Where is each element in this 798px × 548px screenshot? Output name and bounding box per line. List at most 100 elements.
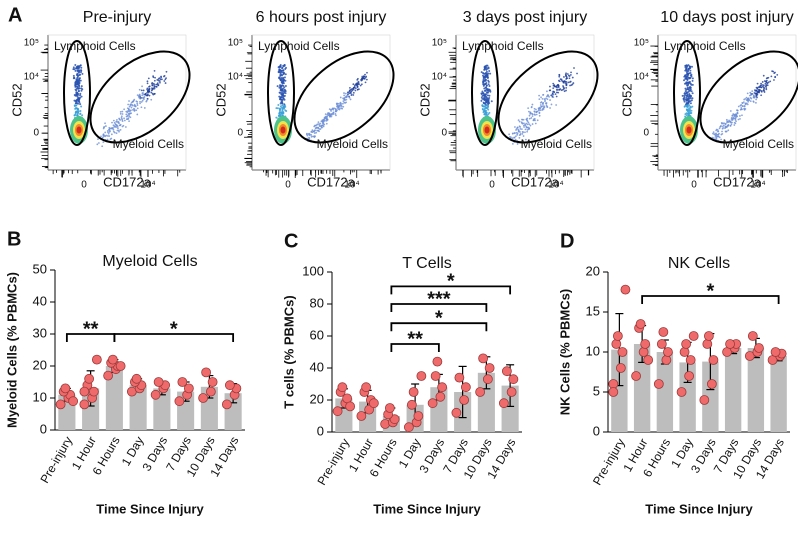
flow-event	[682, 98, 685, 101]
flow-plot: 3 days post injury Lymphoid Cells Myeloid …	[417, 9, 599, 191]
flow-event	[72, 74, 75, 77]
flow-event	[112, 119, 115, 122]
data-point	[679, 347, 690, 357]
flow-event	[279, 64, 282, 67]
flow-event	[483, 79, 486, 82]
myeloid-gate	[89, 50, 191, 144]
y-tick-label: 10⁴	[228, 72, 243, 83]
flow-event	[725, 126, 728, 129]
data-point	[638, 347, 649, 357]
flow-event	[687, 83, 690, 86]
flow-event	[76, 73, 79, 76]
flow-event	[279, 102, 282, 105]
flow-event	[534, 114, 536, 116]
flow-event	[488, 69, 491, 72]
flow-event	[519, 132, 522, 135]
flow-event	[79, 109, 82, 112]
flow-event	[76, 79, 79, 82]
flow-event	[685, 114, 688, 117]
data-point	[643, 355, 654, 365]
flow-event	[141, 96, 144, 99]
flow-event	[121, 110, 124, 113]
flow-event	[525, 122, 528, 125]
gate-label: Lymphoid Cells	[462, 39, 544, 53]
y-tick-label: 50	[33, 261, 47, 276]
bar	[633, 344, 651, 432]
flow-event	[690, 90, 693, 93]
gate-label: Myeloid Cells	[723, 137, 794, 151]
flow-event	[481, 97, 484, 100]
flow-event	[530, 117, 533, 119]
flow-event	[278, 76, 281, 79]
flow-event	[480, 96, 483, 99]
flow-event	[733, 114, 736, 117]
flow-event	[356, 78, 359, 81]
flow-event	[536, 119, 539, 122]
flow-event	[771, 70, 774, 72]
flow-event	[687, 88, 690, 91]
flow-event	[565, 72, 567, 75]
y-tick-label: 20	[33, 357, 47, 372]
flow-event	[713, 133, 716, 136]
flow-event	[686, 81, 689, 84]
flow-event	[524, 128, 527, 131]
flow-event	[330, 115, 333, 118]
flow-event	[136, 107, 139, 110]
flow-event	[74, 106, 77, 109]
data-point	[770, 347, 781, 357]
flow-event	[528, 114, 531, 117]
flow-event	[117, 127, 119, 130]
x-tick-label: 0	[285, 180, 291, 191]
flow-event	[335, 102, 338, 105]
flow-event	[687, 67, 690, 70]
flow-event	[279, 71, 282, 74]
flow-event	[741, 101, 744, 104]
chart-title: NK Cells	[668, 255, 730, 272]
plot-frame	[455, 34, 595, 171]
flow-event	[117, 129, 120, 132]
flow-event	[103, 125, 106, 128]
flow-event	[683, 92, 686, 95]
flow-event	[345, 98, 348, 101]
flow-event	[283, 98, 286, 101]
flow-event	[73, 104, 76, 107]
flow-event	[681, 94, 684, 97]
flow-event	[333, 107, 336, 110]
flow-event	[119, 129, 122, 131]
flow-event	[279, 84, 282, 87]
flow-event	[717, 130, 720, 133]
flow-event	[326, 115, 329, 118]
significance-label: *	[447, 271, 455, 293]
flow-event	[111, 121, 113, 124]
y-axis-label: CD52	[213, 83, 228, 116]
flow-event	[531, 113, 534, 116]
flow-event	[552, 90, 555, 93]
flow-event	[546, 90, 548, 93]
flow-event	[323, 123, 326, 126]
data-point	[177, 377, 188, 387]
flow-event	[317, 123, 320, 125]
flow-event	[337, 106, 340, 108]
flow-event	[770, 75, 773, 78]
flow-event	[106, 138, 109, 141]
flow-event	[128, 105, 131, 108]
flow-event	[141, 85, 143, 88]
flow-event	[283, 107, 286, 110]
flow-event	[557, 86, 560, 89]
flow-event	[142, 92, 144, 94]
flow-event	[327, 112, 330, 115]
flow-event	[283, 94, 286, 97]
flow-event	[74, 69, 77, 72]
flow-event	[142, 93, 145, 96]
flow-event	[327, 114, 330, 116]
flow-event	[560, 79, 563, 82]
flow-event	[746, 103, 749, 106]
data-point	[702, 339, 713, 349]
flow-event	[280, 96, 283, 99]
flow-event	[523, 126, 525, 128]
flow-event	[483, 94, 486, 97]
gate-label: Lymphoid Cells	[54, 39, 136, 53]
flow-event	[686, 86, 689, 89]
flow-event	[554, 93, 557, 96]
flow-event	[358, 88, 360, 91]
